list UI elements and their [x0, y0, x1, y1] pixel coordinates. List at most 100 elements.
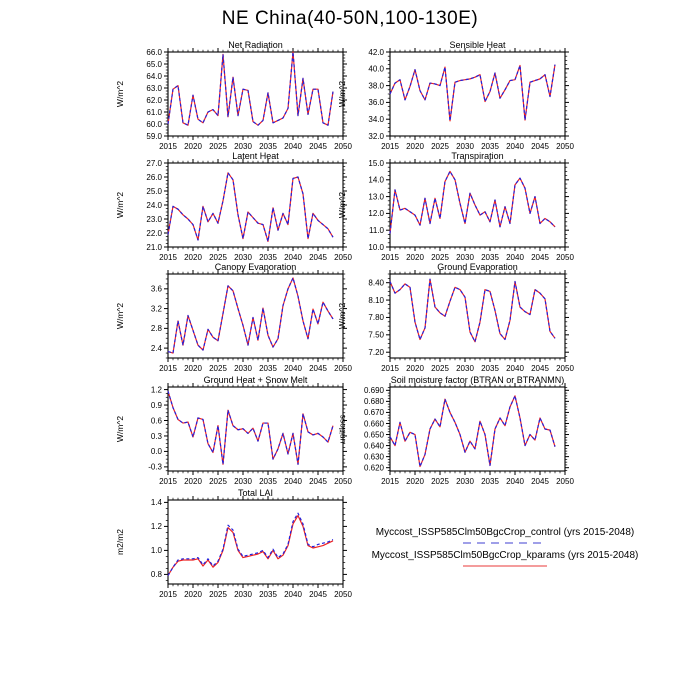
y-tick-label: 0.650 — [364, 430, 385, 439]
x-tick-label: 2040 — [506, 477, 524, 486]
chart-transpiration: 2015 2020 2025 2030 2035 2040 2045 2050 10.0 11.0… — [332, 149, 587, 263]
x-tick-label: 2030 — [234, 477, 252, 486]
y-tick-label: 0.630 — [364, 452, 385, 461]
y-tick-label: 27.0 — [146, 159, 162, 168]
x-tick-label: 2040 — [506, 253, 524, 262]
series-line-kparams — [167, 277, 334, 354]
x-tick-label: 2035 — [481, 477, 499, 486]
x-tick-label: 2050 — [556, 364, 574, 373]
y-tick-label: 3.6 — [151, 285, 163, 294]
chart-title: Canopy Evaporation — [215, 262, 297, 272]
x-tick-label: 2015 — [381, 477, 399, 486]
y-tick-label: 2.4 — [151, 344, 163, 353]
x-tick-label: 2025 — [431, 253, 449, 262]
series-line-kparams — [167, 515, 334, 576]
y-tick-label: -0.3 — [148, 463, 162, 472]
series-line-kparams — [389, 64, 556, 122]
y-tick-label: 0.680 — [364, 397, 385, 406]
y-axis-label: W/m^2 — [115, 416, 125, 442]
y-tick-label: 8.40 — [368, 278, 384, 287]
x-tick-label: 2015 — [159, 253, 177, 262]
y-axis-label: W/m^2 — [337, 303, 347, 329]
y-tick-label: 12.0 — [368, 209, 384, 218]
y-tick-label: 21.0 — [146, 243, 162, 252]
series-line-control — [167, 512, 334, 576]
x-tick-label: 2030 — [234, 142, 252, 151]
legend-entry-kparams: Myccost_ISSP585Clm50BgcCrop_kparams (yrs… — [371, 549, 639, 567]
y-tick-label: 59.0 — [146, 132, 162, 141]
page-title: NE China(40-50N,100-130E) — [221, 8, 479, 29]
x-tick-label: 2020 — [406, 142, 424, 151]
y-tick-label: 23.0 — [146, 215, 162, 224]
y-tick-label: 0.620 — [364, 463, 385, 472]
y-tick-label: 64.0 — [146, 72, 162, 81]
y-tick-label: 8.10 — [368, 296, 384, 305]
x-tick-label: 2035 — [481, 142, 499, 151]
chart-canvas-net-radiation: 2015 2020 2025 2030 2035 2040 2045 2050 59.0 60.0… — [115, 40, 352, 151]
chart-title: Net Radiation — [228, 40, 283, 50]
y-tick-label: 25.0 — [146, 187, 162, 196]
series-line-control — [167, 390, 334, 465]
x-tick-label: 2040 — [284, 253, 302, 262]
x-tick-label: 2035 — [259, 253, 277, 262]
chart-title: Ground Evaporation — [437, 262, 518, 272]
x-tick-label: 2045 — [531, 477, 549, 486]
x-tick-label: 2050 — [334, 590, 352, 599]
x-tick-label: 2045 — [531, 364, 549, 373]
x-tick-label: 2050 — [556, 477, 574, 486]
x-tick-label: 2040 — [506, 142, 524, 151]
series-line-control — [389, 278, 556, 343]
y-tick-label: 14.0 — [368, 176, 384, 185]
x-tick-label: 2050 — [334, 253, 352, 262]
y-tick-label: 10.0 — [368, 243, 384, 252]
y-tick-label: 0.6 — [151, 416, 163, 425]
x-tick-label: 2040 — [284, 590, 302, 599]
x-tick-label: 2025 — [209, 142, 227, 151]
x-tick-label: 2035 — [259, 142, 277, 151]
x-tick-label: 2025 — [209, 477, 227, 486]
x-tick-label: 2035 — [481, 253, 499, 262]
x-tick-label: 2035 — [259, 590, 277, 599]
x-tick-label: 2020 — [406, 364, 424, 373]
legend-label-control: Myccost_ISSP585Clm50BgcCrop_control (yrs… — [375, 527, 635, 538]
y-tick-label: 1.0 — [151, 546, 163, 555]
x-tick-label: 2040 — [284, 477, 302, 486]
y-axis-label: W/m^2 — [115, 81, 125, 107]
legend-label-kparams: Myccost_ISSP585Clm50BgcCrop_kparams (yrs… — [371, 550, 639, 561]
y-tick-label: 0.690 — [364, 386, 385, 395]
series-line-kparams — [167, 172, 334, 243]
y-tick-label: 42.0 — [368, 48, 384, 57]
x-tick-label: 2025 — [209, 253, 227, 262]
y-axis-label: W/m^2 — [337, 81, 347, 107]
y-tick-label: 32.0 — [368, 132, 384, 141]
y-tick-label: 0.3 — [151, 432, 163, 441]
y-axis-label: m2/m2 — [115, 529, 125, 555]
x-tick-label: 2015 — [159, 364, 177, 373]
x-tick-label: 2030 — [456, 477, 474, 486]
x-tick-label: 2020 — [406, 253, 424, 262]
y-tick-label: 24.0 — [146, 201, 162, 210]
y-tick-label: 63.0 — [146, 84, 162, 93]
x-tick-label: 2025 — [209, 590, 227, 599]
x-tick-label: 2050 — [556, 253, 574, 262]
x-tick-label: 2020 — [184, 142, 202, 151]
chart-canvas-total-lai: 2015 2020 2025 2030 2035 2040 2045 2050 0.8 1.0 1.… — [115, 488, 352, 599]
chart-title: Total LAI — [238, 488, 273, 498]
x-tick-label: 2040 — [506, 364, 524, 373]
series-line-control — [167, 172, 334, 243]
x-tick-label: 2020 — [406, 477, 424, 486]
y-axis-label: W/m^2 — [115, 303, 125, 329]
x-tick-label: 2025 — [431, 142, 449, 151]
y-tick-label: 36.0 — [368, 98, 384, 107]
x-tick-label: 2020 — [184, 590, 202, 599]
series-line-control — [389, 170, 556, 234]
chart-title: Soil moisture factor (BTRAN or BTRANMN) — [391, 375, 565, 385]
x-tick-label: 2045 — [531, 142, 549, 151]
y-tick-label: 0.670 — [364, 408, 385, 417]
chart-canvas-canopy-evaporation: 2015 2020 2025 2030 2035 2040 2045 2050 2.4 2.8 3.… — [115, 262, 352, 373]
y-tick-label: 34.0 — [368, 115, 384, 124]
x-tick-label: 2020 — [184, 477, 202, 486]
series-line-control — [389, 395, 556, 468]
x-tick-label: 2015 — [381, 142, 399, 151]
x-tick-label: 2045 — [309, 253, 327, 262]
